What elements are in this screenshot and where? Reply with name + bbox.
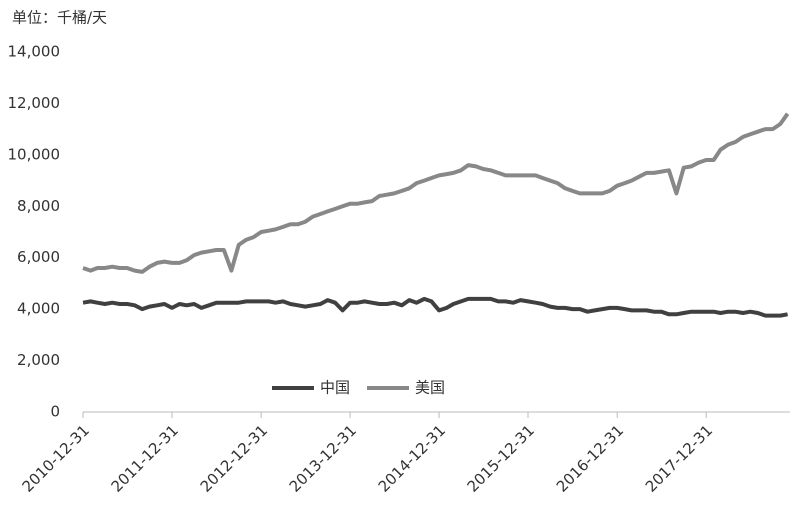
y-tick-label: 10,000 <box>8 145 61 163</box>
x-tick-label: 2010-12-31 <box>19 421 93 495</box>
series-line <box>82 112 790 274</box>
y-tick-label: 12,000 <box>8 94 61 112</box>
x-tick-label: 2016-12-31 <box>553 421 627 495</box>
legend-label: 中国 <box>320 379 350 397</box>
y-tick-label: 4,000 <box>17 300 60 318</box>
y-tick-label: 2,000 <box>17 351 60 369</box>
x-tick-label: 2017-12-31 <box>642 421 716 495</box>
y-tick-label: 6,000 <box>17 248 60 266</box>
y-tick-label: 0 <box>50 403 60 421</box>
chart-title: 单位：千桶/天 <box>12 9 107 27</box>
x-tick-label: 2011-12-31 <box>108 421 182 495</box>
x-tick-label: 2014-12-31 <box>375 421 449 495</box>
legend-label: 美国 <box>415 379 445 397</box>
y-tick-label: 14,000 <box>8 43 61 61</box>
series-line <box>82 296 788 318</box>
x-tick-label: 2013-12-31 <box>286 421 360 495</box>
x-tick-label: 2012-12-31 <box>197 421 271 495</box>
y-tick-label: 8,000 <box>17 197 60 215</box>
x-tick-label: 2015-12-31 <box>464 421 538 495</box>
